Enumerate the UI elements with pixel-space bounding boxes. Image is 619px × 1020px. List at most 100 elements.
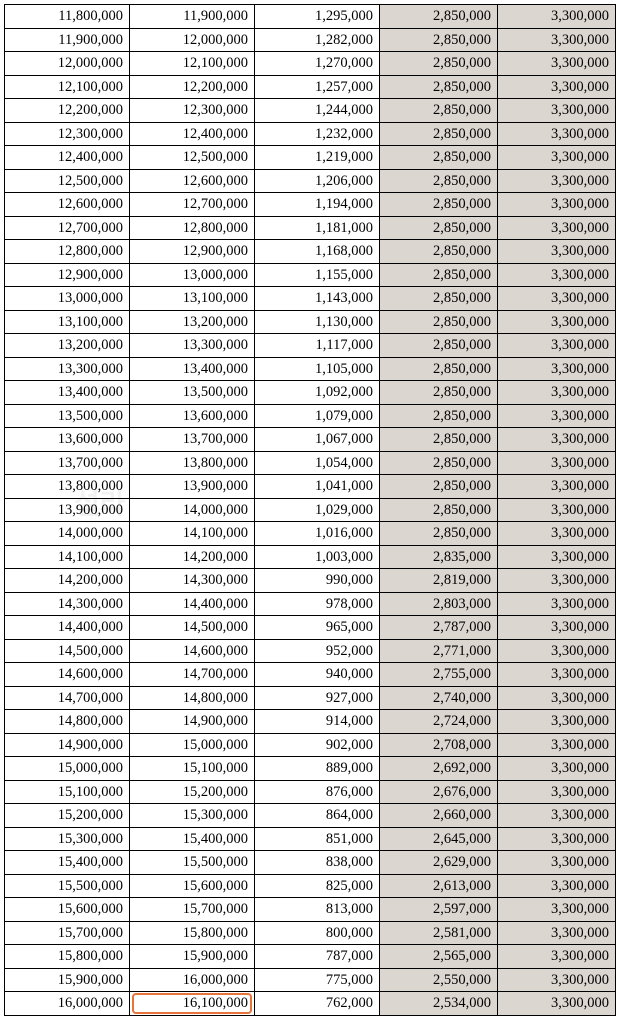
table-cell: 2,850,000 xyxy=(380,475,498,499)
table-cell: 13,900,000 xyxy=(5,498,130,522)
table-cell: 3,300,000 xyxy=(498,663,616,687)
table-cell: 3,300,000 xyxy=(498,99,616,123)
table-row: 11,800,00011,900,0001,295,0002,850,0003,… xyxy=(5,5,616,29)
table-cell: 3,300,000 xyxy=(498,287,616,311)
table-cell: 14,500,000 xyxy=(130,616,255,640)
table-cell: 952,000 xyxy=(255,639,380,663)
table-cell: 876,000 xyxy=(255,780,380,804)
table-row: 13,600,00013,700,0001,067,0002,850,0003,… xyxy=(5,428,616,452)
table-cell: 3,300,000 xyxy=(498,169,616,193)
table-cell: 1,244,000 xyxy=(255,99,380,123)
table-cell: 1,257,000 xyxy=(255,75,380,99)
table-cell: 2,850,000 xyxy=(380,357,498,381)
table-cell: 14,400,000 xyxy=(130,592,255,616)
table-row: 12,500,00012,600,0001,206,0002,850,0003,… xyxy=(5,169,616,193)
table-cell: 13,700,000 xyxy=(5,451,130,475)
table-row: 12,600,00012,700,0001,194,0002,850,0003,… xyxy=(5,193,616,217)
table-cell: 2,850,000 xyxy=(380,216,498,240)
table-cell: 13,800,000 xyxy=(5,475,130,499)
table-cell: 2,629,000 xyxy=(380,851,498,875)
table-cell: 13,900,000 xyxy=(130,475,255,499)
table-cell: 3,300,000 xyxy=(498,592,616,616)
table-cell: 3,300,000 xyxy=(498,357,616,381)
table-cell: 2,708,000 xyxy=(380,733,498,757)
table-cell: 2,850,000 xyxy=(380,146,498,170)
table-row: 14,800,00014,900,000914,0002,724,0003,30… xyxy=(5,710,616,734)
table-cell: 13,000,000 xyxy=(130,263,255,287)
table-cell: 914,000 xyxy=(255,710,380,734)
table-cell: 1,117,000 xyxy=(255,334,380,358)
table-cell: 13,100,000 xyxy=(130,287,255,311)
table-cell: 3,300,000 xyxy=(498,921,616,945)
table-cell: 1,168,000 xyxy=(255,240,380,264)
table-cell: 864,000 xyxy=(255,804,380,828)
table-cell: 3,300,000 xyxy=(498,146,616,170)
table-row: 11,900,00012,000,0001,282,0002,850,0003,… xyxy=(5,28,616,52)
table-cell: 16,000,000 xyxy=(5,992,130,1016)
table-cell: 813,000 xyxy=(255,898,380,922)
table-cell: 2,724,000 xyxy=(380,710,498,734)
table-cell: 940,000 xyxy=(255,663,380,687)
table-cell: 14,200,000 xyxy=(5,569,130,593)
table-cell: 3,300,000 xyxy=(498,898,616,922)
table-cell: 11,900,000 xyxy=(5,28,130,52)
table-cell: 3,300,000 xyxy=(498,827,616,851)
table-cell: 14,700,000 xyxy=(130,663,255,687)
table-cell: 2,660,000 xyxy=(380,804,498,828)
table-cell: 13,300,000 xyxy=(5,357,130,381)
table-cell: 3,300,000 xyxy=(498,381,616,405)
table-cell: 13,600,000 xyxy=(130,404,255,428)
table-cell: 3,300,000 xyxy=(498,193,616,217)
table-cell: 3,300,000 xyxy=(498,52,616,76)
table-cell: 902,000 xyxy=(255,733,380,757)
table-row: 15,300,00015,400,000851,0002,645,0003,30… xyxy=(5,827,616,851)
table-cell: 14,900,000 xyxy=(5,733,130,757)
table-row: 13,500,00013,600,0001,079,0002,850,0003,… xyxy=(5,404,616,428)
table-cell: 2,850,000 xyxy=(380,75,498,99)
table-cell: 1,092,000 xyxy=(255,381,380,405)
table-cell: 3,300,000 xyxy=(498,945,616,969)
table-cell: 3,300,000 xyxy=(498,616,616,640)
table-cell: 2,645,000 xyxy=(380,827,498,851)
table-row: 14,600,00014,700,000940,0002,755,0003,30… xyxy=(5,663,616,687)
table-cell: 15,000,000 xyxy=(5,757,130,781)
table-cell: 3,300,000 xyxy=(498,428,616,452)
table-cell: 851,000 xyxy=(255,827,380,851)
table-cell: 15,200,000 xyxy=(5,804,130,828)
table-cell: 1,295,000 xyxy=(255,5,380,29)
table-cell: 14,600,000 xyxy=(5,663,130,687)
table-cell: 14,200,000 xyxy=(130,545,255,569)
table-cell: 3,300,000 xyxy=(498,310,616,334)
table-cell: 978,000 xyxy=(255,592,380,616)
table-cell: 2,550,000 xyxy=(380,968,498,992)
table-row: 14,200,00014,300,000990,0002,819,0003,30… xyxy=(5,569,616,593)
table-cell: 3,300,000 xyxy=(498,874,616,898)
table-cell: 13,700,000 xyxy=(130,428,255,452)
table-cell: 3,300,000 xyxy=(498,569,616,593)
table-cell: 14,600,000 xyxy=(130,639,255,663)
table-cell: 2,803,000 xyxy=(380,592,498,616)
table-cell: 3,300,000 xyxy=(498,968,616,992)
table-cell: 13,800,000 xyxy=(130,451,255,475)
table-cell: 2,850,000 xyxy=(380,169,498,193)
table-cell: 14,000,000 xyxy=(5,522,130,546)
table-cell: 3,300,000 xyxy=(498,75,616,99)
table-cell: 1,130,000 xyxy=(255,310,380,334)
table-row: 15,500,00015,600,000825,0002,613,0003,30… xyxy=(5,874,616,898)
table-cell: 3,300,000 xyxy=(498,992,616,1016)
table-cell: 2,850,000 xyxy=(380,52,498,76)
table-cell: 12,800,000 xyxy=(130,216,255,240)
table-cell: 2,850,000 xyxy=(380,404,498,428)
table-cell: 15,300,000 xyxy=(5,827,130,851)
table-cell: 15,300,000 xyxy=(130,804,255,828)
table-cell: 2,835,000 xyxy=(380,545,498,569)
table-cell: 11,800,000 xyxy=(5,5,130,29)
table-row: 12,400,00012,500,0001,219,0002,850,0003,… xyxy=(5,146,616,170)
table-cell: 15,900,000 xyxy=(130,945,255,969)
table-row: 14,300,00014,400,000978,0002,803,0003,30… xyxy=(5,592,616,616)
table-cell: 1,016,000 xyxy=(255,522,380,546)
table-cell: 2,850,000 xyxy=(380,428,498,452)
table-cell: 2,850,000 xyxy=(380,287,498,311)
table-cell: 1,206,000 xyxy=(255,169,380,193)
table-cell: 2,597,000 xyxy=(380,898,498,922)
